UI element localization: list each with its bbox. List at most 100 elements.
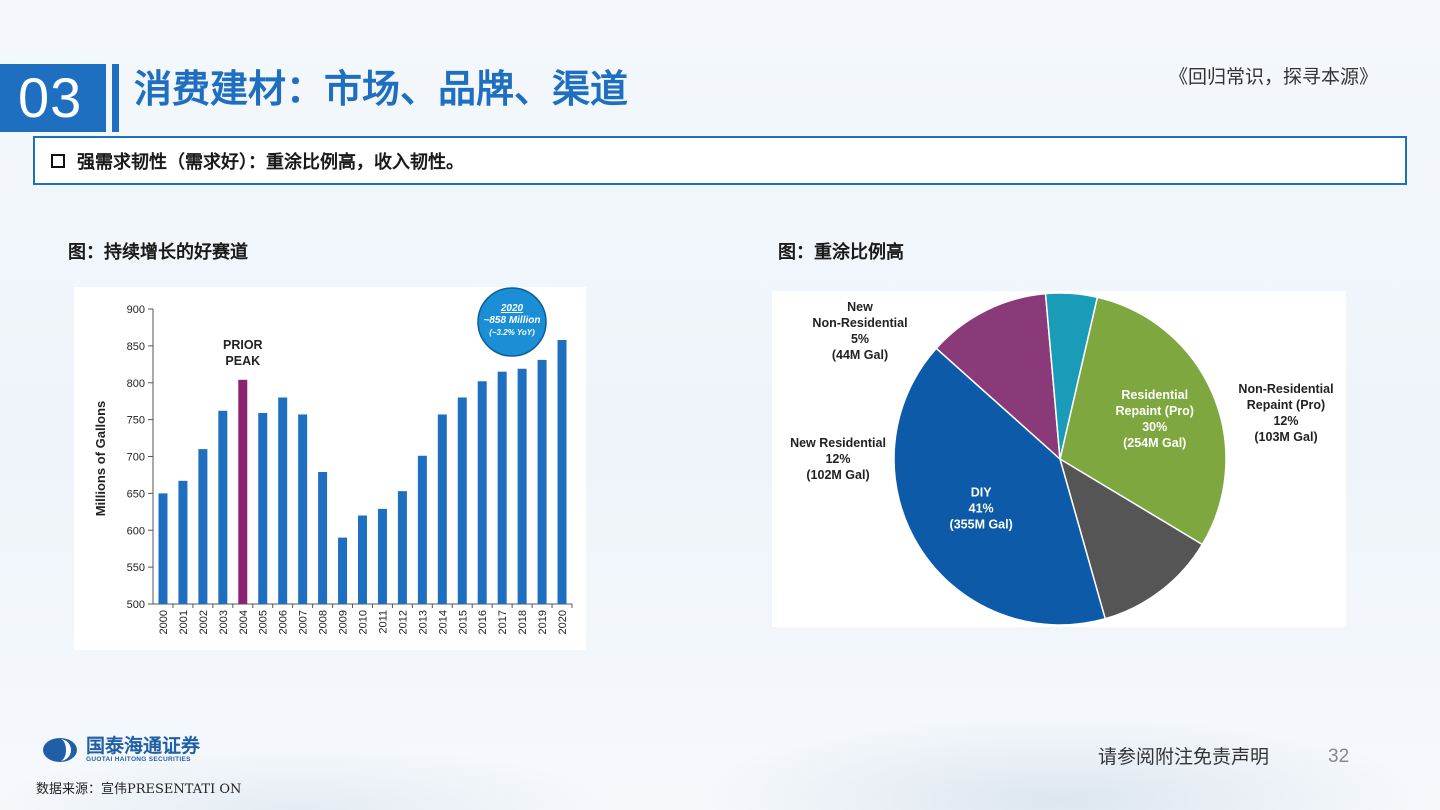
x-tick-label: 2014 <box>437 610 449 634</box>
bar <box>397 491 407 604</box>
x-tick-label: 2003 <box>218 610 230 634</box>
callout-text: (~3.2% YoY) <box>489 328 535 337</box>
key-point-text: 强需求韧性（需求好）：重涂比例高，收入韧性。 <box>77 151 464 173</box>
y-tick-label: 650 <box>127 488 145 500</box>
left-chart-caption: 图：持续增长的好赛道 <box>68 242 248 263</box>
bar <box>318 471 328 604</box>
x-tick-label: 2015 <box>457 610 469 634</box>
section-divider <box>112 64 119 132</box>
x-tick-label: 2005 <box>258 610 270 634</box>
pie-slice <box>893 347 1107 626</box>
pie-label: Residential <box>1121 388 1188 402</box>
pie-label: Non-Residential <box>812 316 907 330</box>
x-tick-label: 2020 <box>557 610 569 634</box>
bar <box>278 397 288 604</box>
bar <box>537 359 547 604</box>
pie-label: 5% <box>851 332 869 346</box>
y-tick-label: 700 <box>127 452 145 464</box>
company-name-cn: 国泰海通证券 <box>86 735 201 757</box>
pie-label: (355M Gal) <box>950 517 1013 531</box>
bar <box>358 515 367 604</box>
pie-slice <box>1058 457 1204 620</box>
pie-label: 41% <box>969 501 994 515</box>
company-name-en: GUOTAI HAITONG SECURITIES <box>86 756 191 763</box>
bar <box>178 480 188 604</box>
x-tick-label: 2012 <box>397 610 409 634</box>
x-tick-label: 2002 <box>198 610 210 634</box>
pie-label: Repaint (Pro) <box>1247 398 1325 412</box>
bar <box>158 493 168 604</box>
bar <box>258 412 268 604</box>
y-tick-label: 800 <box>127 378 145 390</box>
bar <box>517 368 527 604</box>
x-tick-label: 2009 <box>338 610 350 634</box>
callout-circle <box>477 287 547 357</box>
pie-label: 12% <box>825 452 850 466</box>
pie-label: New Residential <box>790 436 886 450</box>
pie-label: DIY <box>971 485 993 499</box>
pie-label: (102M Gal) <box>806 468 869 482</box>
x-tick-label: 2011 <box>377 610 389 634</box>
annotation-label: PEAK <box>225 354 260 368</box>
pie-label: Non-Residential <box>1238 382 1333 396</box>
bar <box>377 508 387 604</box>
pie-slice <box>1059 296 1227 546</box>
bar <box>198 449 208 604</box>
x-tick-label: 2013 <box>417 610 429 634</box>
y-tick-label: 900 <box>127 304 145 316</box>
pie-label: (44M Gal) <box>832 348 888 362</box>
bar <box>298 414 308 604</box>
pie-chart: Residential Repaint (Pro) 30% (254M Gal) Non… <box>790 292 1334 626</box>
bar-chart: 500 550 600 650 700 750 800 850 900 2000 2001 2002 2… <box>93 287 573 634</box>
pie-label: (103M Gal) <box>1254 430 1317 444</box>
y-axis-title: Millions of Gallons <box>93 401 108 517</box>
data-source-note: 数据来源：宣伟PRESENTATI ON <box>36 782 242 797</box>
bar <box>238 379 248 604</box>
page-title: 消费建材：市场、品牌、渠道 <box>134 67 629 111</box>
y-tick-label: 850 <box>127 341 145 353</box>
x-tick-label: 2016 <box>477 610 489 634</box>
bar <box>338 537 348 604</box>
bar <box>477 381 487 604</box>
annotation-label: PRIOR <box>223 338 263 352</box>
bar <box>437 414 447 604</box>
pie-label: New <box>847 300 873 314</box>
y-tick-label: 750 <box>127 415 145 427</box>
right-chart-caption: 图：重涂比例高 <box>778 242 904 263</box>
company-logo: 国泰海通证券 GUOTAI HAITONG SECURITIES <box>42 734 200 766</box>
x-tick-label: 2008 <box>318 610 330 634</box>
pie-slice <box>1044 292 1099 460</box>
y-tick-label: 600 <box>127 525 145 537</box>
x-tick-label: 2017 <box>497 610 509 634</box>
x-tick-label: 2007 <box>298 610 310 634</box>
y-tick-label: 550 <box>127 562 145 574</box>
bar-chart-panel: 500 550 600 650 700 750 800 850 900 2000 2001 2002 2… <box>74 287 586 650</box>
y-tick-label: 500 <box>127 599 145 611</box>
bar <box>557 339 567 604</box>
x-tick-label: 2004 <box>238 610 250 634</box>
bar <box>497 371 507 604</box>
callout-text: ~858 Million <box>484 315 541 326</box>
logo-emblem-icon <box>43 738 77 762</box>
pie-label: Repaint (Pro) <box>1115 404 1193 418</box>
pie-label: (254M Gal) <box>1123 436 1186 450</box>
x-tick-label: 2010 <box>358 610 370 634</box>
bar <box>218 410 228 604</box>
section-number: 03 <box>0 64 106 132</box>
pie-slice <box>935 292 1061 461</box>
bar <box>417 455 427 604</box>
page-subtitle: 《回归常识，探寻本源》 <box>1168 66 1378 88</box>
pie-label: 12% <box>1273 414 1298 428</box>
x-tick-label: 2000 <box>158 610 170 634</box>
pie-label: 30% <box>1142 420 1167 434</box>
x-tick-label: 2019 <box>537 610 549 634</box>
callout-text: 2020 <box>500 303 524 314</box>
bar <box>457 397 467 604</box>
checkbox-square-icon <box>51 153 65 168</box>
disclaimer-link[interactable]: 请参阅附注免责声明 <box>1098 746 1270 768</box>
x-tick-label: 2018 <box>517 610 529 634</box>
pie-chart-panel: Residential Repaint (Pro) 30% (254M Gal) Non… <box>772 291 1346 627</box>
x-tick-label: 2006 <box>278 610 290 634</box>
x-tick-label: 2001 <box>178 610 190 634</box>
page-number: 32 <box>1328 746 1350 767</box>
